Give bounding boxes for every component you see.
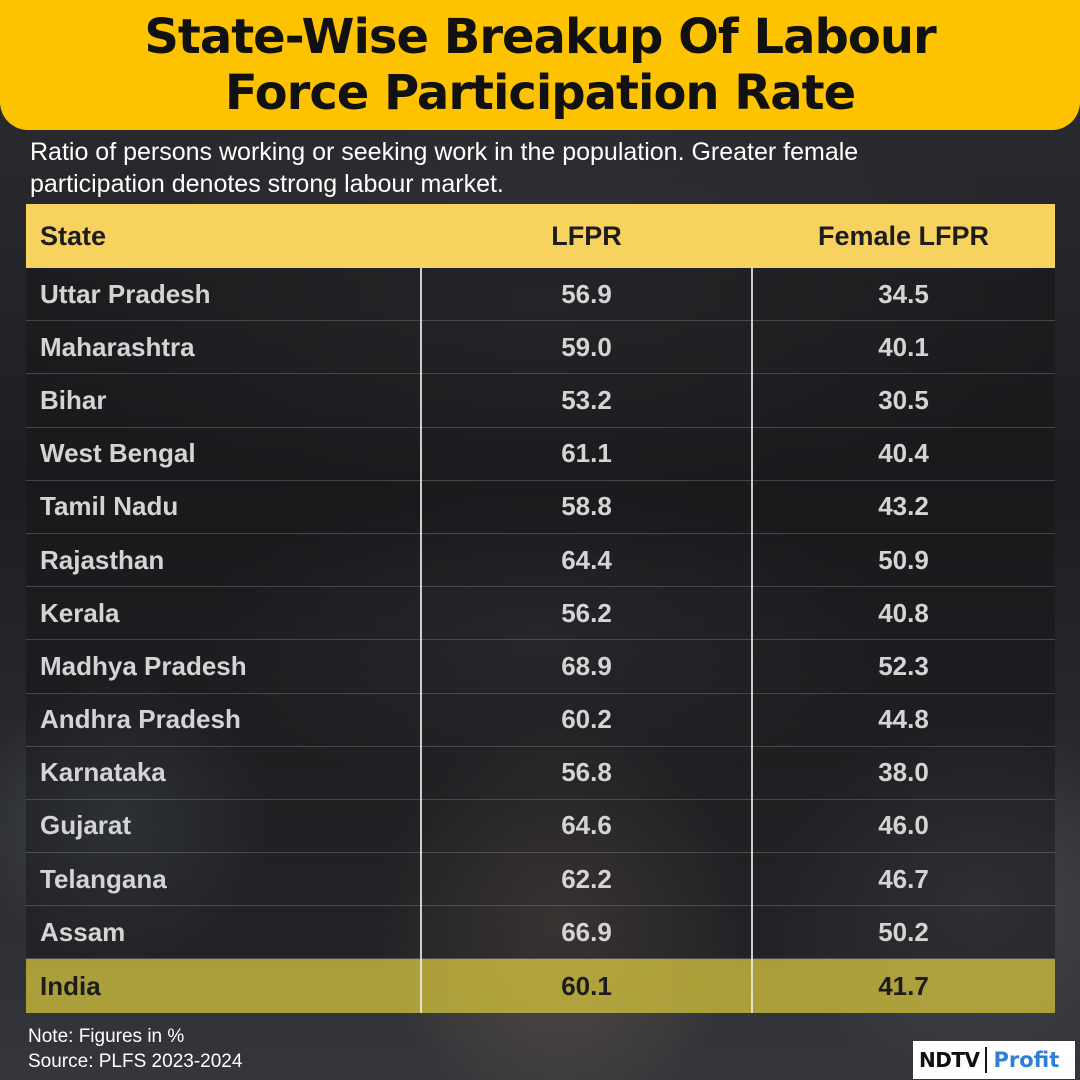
cell-state: India xyxy=(40,970,101,1001)
title-line-2: Force Participation Rate xyxy=(224,65,856,121)
footnote: Note: Figures in % Source: PLFS 2023-202… xyxy=(28,1024,242,1074)
cell-female-lfpr: 41.7 xyxy=(878,970,929,1001)
table-row: Tamil Nadu 58.8 43.2 xyxy=(26,480,1055,534)
cell-female-lfpr: 43.2 xyxy=(878,491,929,522)
column-header-state: State xyxy=(40,220,107,251)
table-row: Madhya Pradesh 68.9 52.3 xyxy=(26,640,1055,694)
cell-female-lfpr: 44.8 xyxy=(878,704,929,735)
cell-lfpr: 59.0 xyxy=(561,331,612,362)
table-row: West Bengal 61.1 40.4 xyxy=(26,427,1055,481)
column-header-lfpr: LFPR xyxy=(551,220,622,251)
data-table: State LFPR Female LFPR Uttar Pradesh 56.9… xyxy=(26,204,1055,1013)
cell-state: Telangana xyxy=(40,863,167,894)
cell-female-lfpr: 40.4 xyxy=(878,438,929,469)
cell-state: Karnataka xyxy=(40,757,166,788)
cell-female-lfpr: 50.2 xyxy=(878,916,929,947)
cell-lfpr: 66.9 xyxy=(561,916,612,947)
cell-state: Maharashtra xyxy=(40,331,195,362)
table-body: Uttar Pradesh 56.9 34.5 Maharashtra 59.0 40.1… xyxy=(26,268,1055,1013)
cell-female-lfpr: 40.1 xyxy=(878,331,929,362)
cell-lfpr: 53.2 xyxy=(561,384,612,415)
cell-lfpr: 58.8 xyxy=(561,491,612,522)
cell-state: Andhra Pradesh xyxy=(40,704,241,735)
cell-state: Tamil Nadu xyxy=(40,491,179,522)
source-text: Source: PLFS 2023-2024 xyxy=(28,1051,243,1072)
table-row: Gujarat 64.6 46.0 xyxy=(26,799,1055,854)
note-text: Note: Figures in % xyxy=(28,1026,185,1047)
table-row: Bihar 53.2 30.5 xyxy=(26,374,1055,428)
logo-divider xyxy=(985,1047,988,1073)
cell-state: Uttar Pradesh xyxy=(40,278,211,309)
cell-female-lfpr: 52.3 xyxy=(878,650,929,681)
column-divider xyxy=(751,268,753,1013)
cell-female-lfpr: 46.7 xyxy=(878,863,929,894)
table-row: Assam 66.9 50.2 xyxy=(26,906,1055,960)
table-row: Uttar Pradesh 56.9 34.5 xyxy=(26,268,1055,322)
cell-lfpr: 62.2 xyxy=(561,863,612,894)
cell-lfpr: 61.1 xyxy=(561,438,612,469)
cell-female-lfpr: 46.0 xyxy=(878,810,929,841)
cell-female-lfpr: 30.5 xyxy=(878,384,929,415)
cell-lfpr: 64.6 xyxy=(561,810,612,841)
table-header-row: State LFPR Female LFPR xyxy=(26,204,1055,268)
table-row: Rajasthan 64.4 50.9 xyxy=(26,533,1055,588)
subtitle-line-1: Ratio of persons working or seeking work… xyxy=(30,138,859,166)
cell-female-lfpr: 40.8 xyxy=(878,597,929,628)
cell-female-lfpr: 34.5 xyxy=(878,278,929,309)
cell-female-lfpr: 50.9 xyxy=(878,544,929,575)
table-row: Telangana 62.2 46.7 xyxy=(26,853,1055,907)
cell-lfpr: 60.1 xyxy=(561,970,612,1001)
column-header-female-lfpr: Female LFPR xyxy=(817,220,990,251)
table-row: Andhra Pradesh 60.2 44.8 xyxy=(26,693,1055,747)
cell-female-lfpr: 38.0 xyxy=(878,757,929,788)
cell-lfpr: 64.4 xyxy=(561,544,612,575)
column-divider xyxy=(420,268,422,1013)
cell-state: Bihar xyxy=(40,384,107,415)
ndtv-profit-logo: NDTV Profit xyxy=(913,1041,1075,1079)
table-row: Maharashtra 59.0 40.1 xyxy=(26,321,1055,375)
cell-lfpr: 68.9 xyxy=(561,650,612,681)
title-banner: State-Wise Breakup Of Labour Force Parti… xyxy=(0,0,1080,130)
cell-state: Assam xyxy=(40,916,126,947)
cell-state: Madhya Pradesh xyxy=(40,650,247,681)
logo-brand: NDTV xyxy=(919,1048,980,1072)
cell-lfpr: 56.9 xyxy=(561,278,612,309)
cell-state: West Bengal xyxy=(40,438,196,469)
subtitle: Ratio of persons working or seeking work… xyxy=(30,136,1070,200)
table-total-row: India 60.1 41.7 xyxy=(26,959,1055,1013)
cell-state: Rajasthan xyxy=(40,544,165,575)
title-line-1: State-Wise Breakup Of Labour xyxy=(144,9,936,65)
cell-lfpr: 56.2 xyxy=(561,597,612,628)
cell-lfpr: 60.2 xyxy=(561,704,612,735)
cell-state: Gujarat xyxy=(40,810,132,841)
cell-state: Kerala xyxy=(40,597,120,628)
table-row: Karnataka 56.8 38.0 xyxy=(26,746,1055,800)
subtitle-line-2: participation denotes strong labour mark… xyxy=(30,170,504,198)
logo-product: Profit xyxy=(993,1048,1060,1072)
table-row: Kerala 56.2 40.8 xyxy=(26,587,1055,641)
cell-lfpr: 56.8 xyxy=(561,757,612,788)
